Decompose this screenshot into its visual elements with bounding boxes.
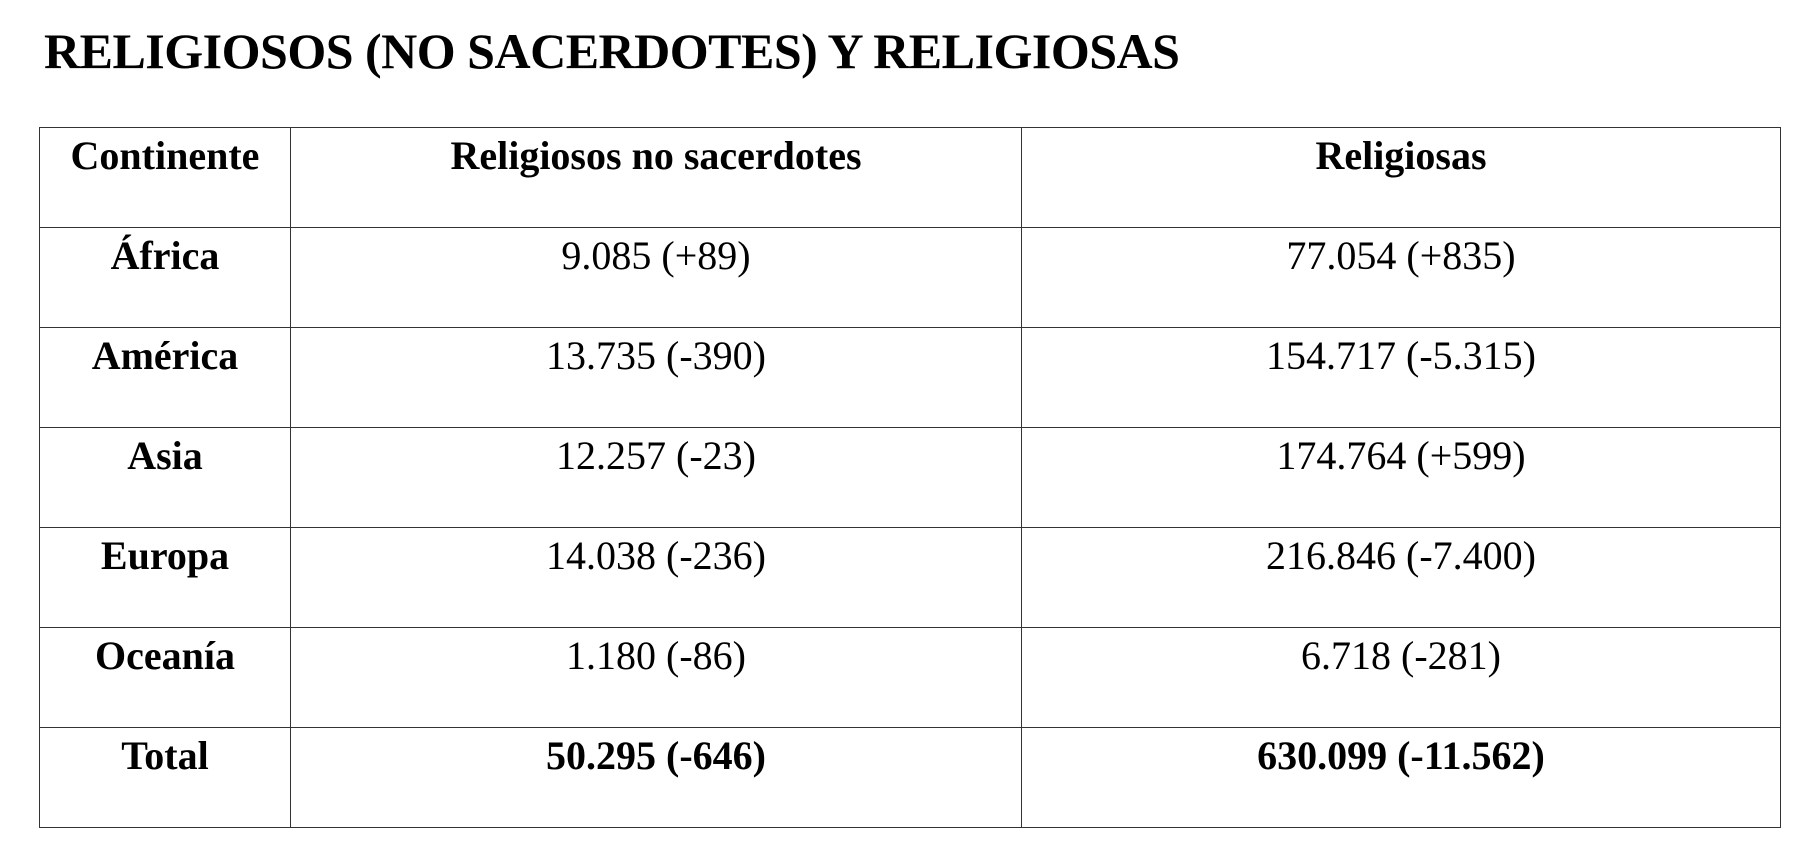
cell: 9.085 (+89) xyxy=(290,227,1022,328)
header-cell: Continente xyxy=(39,127,291,228)
table-body: África 9.085 (+89) 77.054 (+835) América 13.… xyxy=(39,227,1781,828)
header-cell: Religiosas xyxy=(1021,127,1781,228)
table-row: América 13.735 (-390) 154.717 (-5.315) xyxy=(39,327,1781,428)
row-label: Oceanía xyxy=(39,627,291,728)
row-label: Asia xyxy=(39,427,291,528)
table-row: Europa 14.038 (-236) 216.846 (-7.400) xyxy=(39,527,1781,628)
cell: 12.257 (-23) xyxy=(290,427,1022,528)
title: RELIGIOSOS (NO SACERDOTES) Y RELIGIOSAS xyxy=(44,23,1180,79)
header-row: Continente Religiosos no sacerdotes Religi… xyxy=(39,127,1781,228)
header-cell: Religiosos no sacerdotes xyxy=(290,127,1022,228)
row-label: Total xyxy=(39,727,291,828)
row-label: Europa xyxy=(39,527,291,628)
data-table: Continente Religiosos no sacerdotes Religi… xyxy=(39,127,1781,828)
cell: 14.038 (-236) xyxy=(290,527,1022,628)
row-label: América xyxy=(39,327,291,428)
table-row: Asia 12.257 (-23) 174.764 (+599) xyxy=(39,427,1781,528)
cell: 174.764 (+599) xyxy=(1021,427,1781,528)
table-row: Oceanía 1.180 (-86) 6.718 (-281) xyxy=(39,627,1781,728)
cell: 13.735 (-390) xyxy=(290,327,1022,428)
cell: 154.717 (-5.315) xyxy=(1021,327,1781,428)
cell: 630.099 (-11.562) xyxy=(1021,727,1781,828)
table-row: Total 50.295 (-646) 630.099 (-11.562) xyxy=(39,727,1781,828)
cell: 77.054 (+835) xyxy=(1021,227,1781,328)
cell: 50.295 (-646) xyxy=(290,727,1022,828)
cell: 1.180 (-86) xyxy=(290,627,1022,728)
cell: 6.718 (-281) xyxy=(1021,627,1781,728)
row-label: África xyxy=(39,227,291,328)
cell: 216.846 (-7.400) xyxy=(1021,527,1781,628)
table-row: África 9.085 (+89) 77.054 (+835) xyxy=(39,227,1781,328)
